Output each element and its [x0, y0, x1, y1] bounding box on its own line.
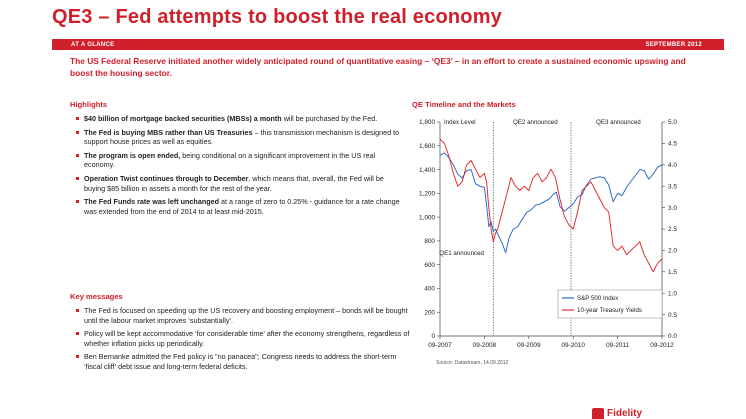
chart-svg: 0 200 400 600 800 1,000 1,200 1,400 1,600 1,800 0.… [419, 119, 677, 349]
x-tick-label: 09-2011 [606, 342, 629, 349]
annotation-label-qe2: QE2 announced [513, 119, 558, 126]
x-tick-label: 09-2012 [650, 342, 674, 349]
bullet-icon [76, 332, 79, 336]
highlight-text: , which means that, overall, the Fed wil… [84, 173, 384, 193]
highlight-text: at a range of zero to 0.25% - guidance f… [84, 197, 400, 216]
annotation-label-qe3: QE3 announced [596, 119, 641, 126]
x-tick-label: 09-2008 [473, 342, 497, 349]
y-axis-label: Index Level [444, 119, 476, 126]
highlight-text: – this transmission mechanism is designe… [84, 127, 400, 147]
highlight-item: The Fed is buying MBS rather than US Tre… [70, 128, 402, 147]
annotation-label-qe1: QE1 announced [439, 250, 484, 257]
right-tick-label: 1.0 [668, 290, 677, 297]
legend-box [557, 289, 663, 319]
left-tick-label: 400 [424, 286, 435, 293]
qe-timeline-chart: 0 200 400 600 800 1,000 1,200 1,400 1,600 1,800 0.… [408, 112, 686, 352]
sp500-line [439, 152, 663, 254]
bullet-icon [76, 130, 79, 134]
right-tick-label: 4.0 [668, 162, 677, 169]
logo-text: Fidelity [607, 408, 643, 419]
right-tick-label: 5.0 [668, 119, 677, 126]
highlight-bold: The Fed is buying MBS rather than US Tre… [84, 127, 253, 137]
bullet-icon [76, 200, 79, 204]
highlight-bold: The program is open ended, [84, 150, 181, 160]
left-tick-label: 1,400 [419, 167, 435, 174]
left-tick-label: 1,600 [419, 143, 435, 150]
right-tick-label: 2.0 [668, 248, 677, 255]
key-message-item: The Fed is focused on speeding up the US… [70, 306, 410, 325]
banner-label: AT A GLANCE [71, 41, 115, 48]
highlights-heading: Highlights [70, 100, 108, 109]
left-tick-label: 1,000 [419, 214, 435, 221]
highlight-item: The Fed Funds rate was left unchanged at… [70, 197, 402, 216]
left-tick-label: 1,200 [419, 191, 435, 198]
x-tick-label: 09-2007 [428, 342, 452, 349]
right-tick-label: 3.5 [668, 183, 677, 190]
key-messages-list: The Fed is focused on speeding up the US… [70, 306, 410, 376]
chart-heading: QE Timeline and the Markets [412, 100, 516, 109]
right-tick-label: 4.5 [668, 141, 677, 148]
highlight-text: will be purchased by the Fed. [281, 114, 378, 123]
highlight-item: The program is open ended, being conditi… [70, 151, 402, 170]
fidelity-logo: Fidelity [592, 408, 642, 419]
right-tick-label: 3.0 [668, 205, 677, 212]
key-message-item: Policy will be kept accommodative ‘for c… [70, 329, 410, 348]
right-tick-label: 0.5 [668, 312, 677, 319]
highlight-bold: $40 billion of mortgage backed securitie… [84, 114, 282, 123]
bullet-icon [76, 117, 79, 120]
bullet-icon [76, 176, 79, 180]
highlight-bold: Operation Twist continues through to Dec… [84, 173, 249, 183]
left-tick-label: 200 [424, 309, 435, 316]
logo-mark-icon [592, 408, 604, 419]
page-title: QE3 – Fed attempts to boost the real eco… [52, 6, 503, 28]
legend-label: 10-year Treasury Yields [577, 307, 642, 314]
highlight-bold: The Fed Funds rate was left unchanged [84, 197, 219, 207]
legend-label: S&P 500 Index [577, 295, 619, 302]
left-tick-label: 800 [424, 238, 435, 245]
key-message-text: Policy will be kept accommodative ‘for c… [84, 329, 410, 348]
right-tick-label: 1.5 [668, 269, 677, 276]
treasury-yield-line [439, 138, 663, 273]
header-banner: AT A GLANCE SEPTEMBER 2012 [52, 39, 724, 50]
chart-source: Source: Datastream, 14.09.2012 [436, 360, 509, 366]
bullet-icon [76, 355, 79, 359]
key-message-item: Ben Bernanke admitted the Fed policy is … [70, 352, 410, 371]
x-tick-label: 09-2009 [517, 342, 541, 349]
x-tick-label: 09-2010 [561, 342, 585, 349]
left-tick-label: 600 [424, 262, 435, 269]
key-message-text: The Fed is focused on speeding up the US… [84, 306, 408, 325]
key-message-text: Ben Bernanke admitted the Fed policy is … [84, 352, 397, 371]
banner-date: SEPTEMBER 2012 [645, 41, 702, 48]
highlight-item: Operation Twist continues through to Dec… [70, 174, 402, 193]
highlights-list: $40 billion of mortgage backed securitie… [70, 114, 402, 220]
highlight-item: $40 billion of mortgage backed securitie… [70, 114, 402, 124]
right-tick-label: 2.5 [668, 226, 677, 233]
intro-text: The US Federal Reserve initiated another… [70, 56, 686, 78]
bullet-icon [76, 309, 79, 312]
bullet-icon [76, 153, 79, 157]
left-tick-label: 0 [431, 333, 435, 340]
key-messages-heading: Key messages [70, 292, 123, 301]
left-tick-label: 1,800 [419, 119, 435, 126]
highlight-text: being conditional on a significant impro… [84, 150, 376, 170]
right-tick-label: 0.0 [668, 333, 677, 340]
